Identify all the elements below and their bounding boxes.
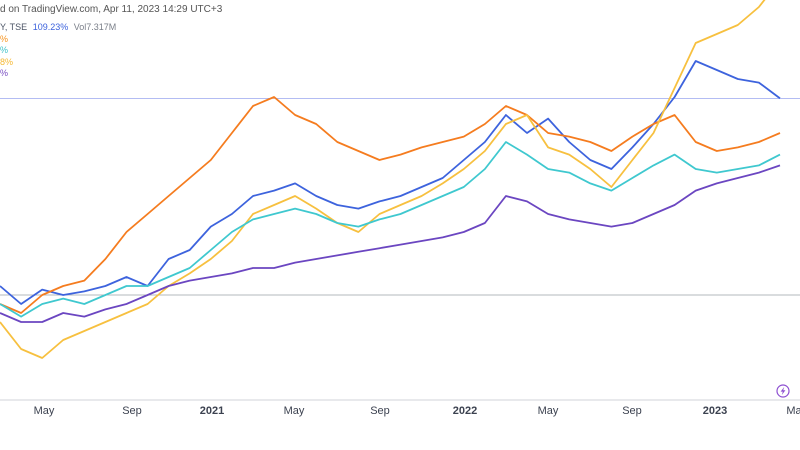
series-line-purple (0, 164, 781, 323)
x-tick-label: 2021 (200, 405, 224, 417)
legend-row-1[interactable]: % (0, 34, 116, 46)
x-tick-label: Ma (786, 405, 800, 417)
legend: Y, TSE 109.23% Vol7.317M % % 8% % (0, 22, 116, 80)
legend-row-4[interactable]: % (0, 68, 116, 80)
x-tick-label: May (34, 405, 55, 417)
header-title: d on TradingView.com, Apr 11, 2023 14:29… (0, 4, 223, 15)
series-line-blue (0, 60, 781, 305)
x-tick-label: 2022 (453, 405, 477, 417)
x-tick-label: Sep (122, 405, 142, 417)
legend-row-main[interactable]: Y, TSE 109.23% Vol7.317M (0, 22, 116, 34)
series-line-orange (0, 96, 781, 314)
legend-pct-2: % (0, 45, 9, 55)
legend-pct-3: 8% (0, 56, 14, 67)
x-tick-label: May (284, 405, 305, 417)
legend-main-pct: 109.23% (32, 22, 69, 32)
series-line-cyan (0, 141, 781, 318)
chart-header: d on TradingView.com, Apr 11, 2023 14:29… (0, 0, 800, 20)
series-layer (0, 0, 781, 359)
x-tick-label: 2023 (703, 405, 727, 417)
legend-pct-4: % (0, 68, 9, 78)
legend-main-symbol: Y, TSE (0, 22, 28, 32)
x-tick-label: May (538, 405, 559, 417)
legend-row-2[interactable]: % (0, 45, 116, 57)
x-tick-label: Sep (370, 405, 390, 417)
legend-pct-1: % (0, 33, 9, 44)
legend-row-3[interactable]: 8% (0, 57, 116, 69)
legend-volume: Vol7.317M (73, 22, 117, 32)
reference-lines (0, 97, 800, 296)
x-axis-labels: May Sep 2021 May Sep 2022 May Sep 2023 Ma (34, 405, 800, 417)
series-line-yellow (0, 0, 766, 359)
lightning-icon[interactable] (776, 384, 790, 398)
x-tick-label: Sep (622, 405, 642, 417)
